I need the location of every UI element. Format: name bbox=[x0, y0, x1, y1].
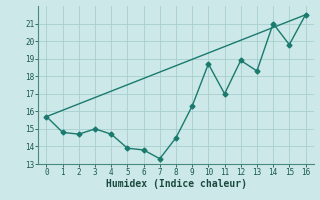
X-axis label: Humidex (Indice chaleur): Humidex (Indice chaleur) bbox=[106, 179, 246, 189]
